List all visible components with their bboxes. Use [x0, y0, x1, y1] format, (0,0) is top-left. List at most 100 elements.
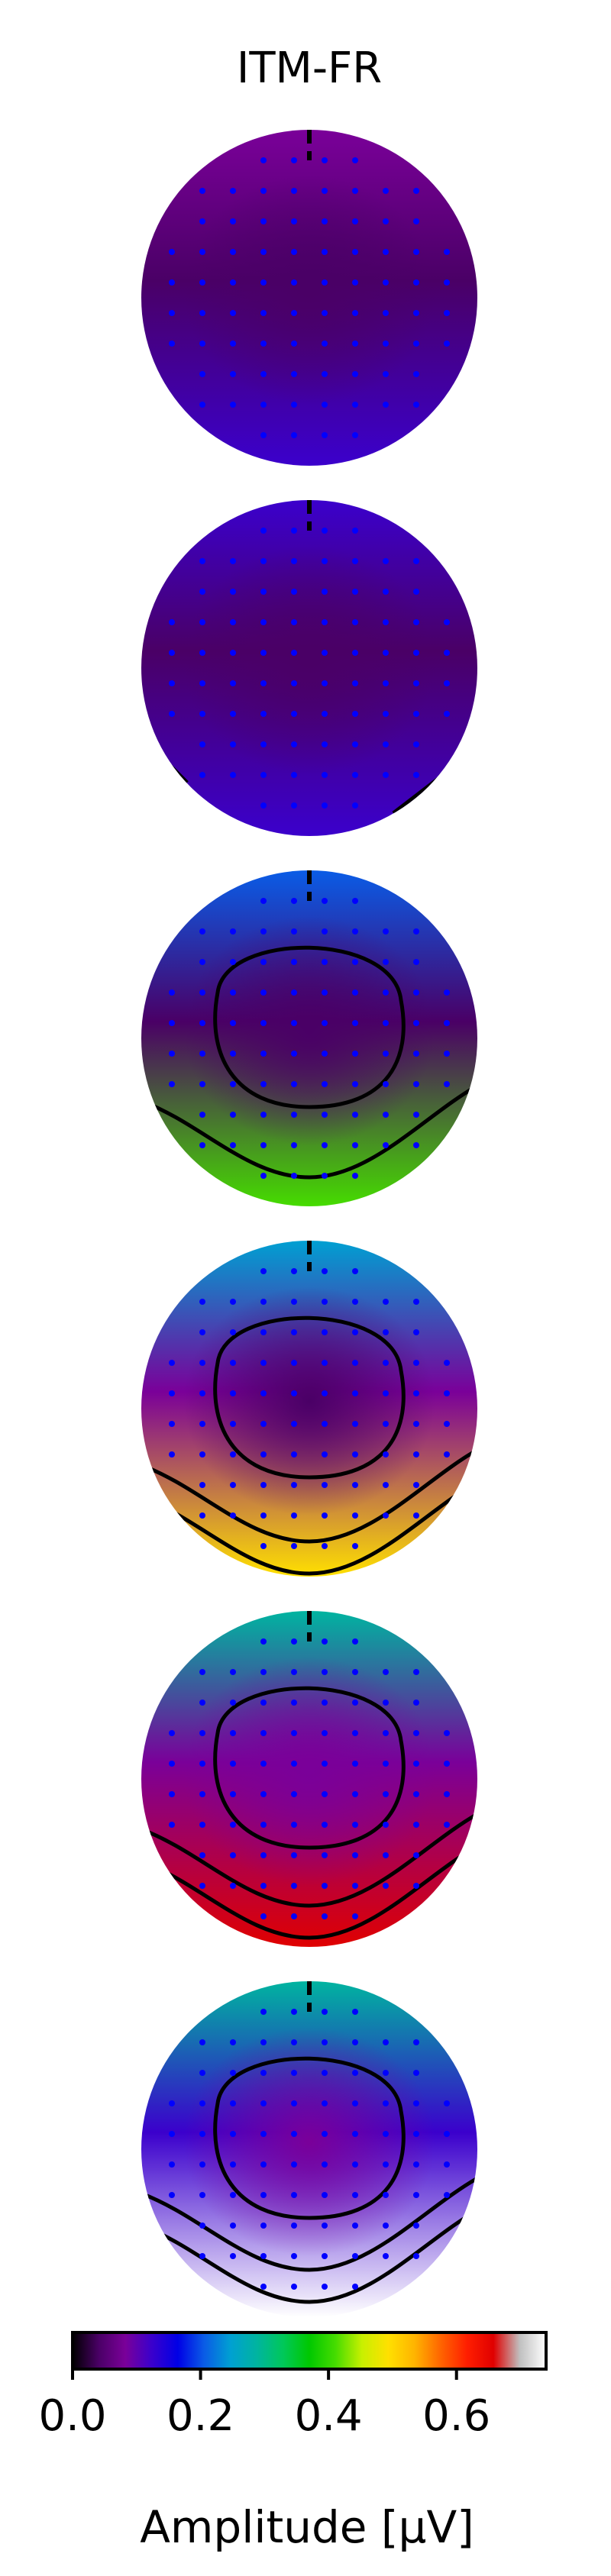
sensor-dot	[230, 1051, 236, 1057]
sensor-dot	[322, 1451, 328, 1457]
sensor-dot	[322, 928, 328, 935]
sensor-dot	[291, 1761, 297, 1767]
sensor-dot	[230, 1669, 236, 1675]
sensor-dot	[199, 188, 205, 194]
sensor-dot	[322, 959, 328, 965]
sensor-dot	[199, 2161, 205, 2168]
sensor-dot	[260, 1791, 267, 1797]
sensor-dot	[230, 558, 236, 564]
sensor-dot	[352, 432, 358, 438]
sensor-dot	[291, 1451, 297, 1457]
sensor-dot	[199, 1421, 205, 1427]
sensor-dot	[383, 1329, 389, 1335]
sensor-dot	[291, 2039, 297, 2045]
sensor-dot	[352, 650, 358, 656]
sensor-dot	[291, 371, 297, 377]
sensor-dot	[230, 2039, 236, 2045]
sensor-dot	[413, 1421, 419, 1427]
sensor-dot	[322, 1512, 328, 1519]
sensor-dot	[260, 959, 267, 965]
sensor-dot	[291, 1700, 297, 1706]
sensor-dot	[230, 1822, 236, 1828]
sensor-dot	[230, 1421, 236, 1427]
sensor-dot	[352, 2039, 358, 2045]
sensor-dot	[444, 1020, 450, 1026]
sensor-dot	[413, 2070, 419, 2076]
sensor-dot	[352, 1329, 358, 1335]
sensor-dot	[352, 1543, 358, 1549]
sensor-dot	[322, 310, 328, 316]
sensor-dot	[413, 1761, 419, 1767]
sensor-dot	[352, 959, 358, 965]
sensor-dot	[260, 1852, 267, 1858]
sensor-dot	[352, 741, 358, 747]
sensor-dot	[352, 1112, 358, 1118]
sensor-dot	[352, 558, 358, 564]
sensor-dot	[413, 928, 419, 935]
sensor-dot	[291, 188, 297, 194]
sensor-dot	[322, 1543, 328, 1549]
sensor-dot	[230, 371, 236, 377]
sensor-dot	[352, 1390, 358, 1396]
sensor-dot	[383, 1112, 389, 1118]
sensor-dot	[383, 1020, 389, 1026]
sensor-dot	[291, 402, 297, 408]
sensor-dot	[199, 1360, 205, 1366]
sensor-dot	[169, 1730, 175, 1736]
sensor-dot	[230, 1700, 236, 1706]
sensor-dot	[199, 310, 205, 316]
sensor-dot	[322, 1913, 328, 1919]
sensor-dot	[199, 1051, 205, 1057]
sensor-dot	[169, 341, 175, 347]
sensor-dot	[169, 2131, 175, 2137]
sensor-dot	[230, 772, 236, 778]
sensor-dot	[413, 1791, 419, 1797]
sensor-dot	[383, 2253, 389, 2259]
sensor-dot	[291, 558, 297, 564]
sensor-dot	[352, 310, 358, 316]
sensor-dot	[322, 1020, 328, 1026]
sensor-dot	[291, 1791, 297, 1797]
sensor-dot	[383, 2070, 389, 2076]
sensor-dot	[230, 1482, 236, 1488]
sensor-dot	[444, 310, 450, 316]
sensor-dot	[169, 2100, 175, 2106]
sensor-dot	[260, 1421, 267, 1427]
sensor-dot	[352, 1020, 358, 1026]
sensor-dot	[352, 589, 358, 595]
sensor-dot	[230, 989, 236, 996]
sensor-dot	[260, 2009, 267, 2015]
sensor-dot	[260, 188, 267, 194]
sensor-dot	[322, 589, 328, 595]
sensor-dot	[199, 2070, 205, 2076]
sensor-dot	[291, 249, 297, 255]
sensor-dot	[352, 989, 358, 996]
sensor-dot	[352, 1761, 358, 1767]
sensor-dot	[413, 1852, 419, 1858]
sensor-dot	[322, 1883, 328, 1889]
sensor-dot	[291, 1638, 297, 1645]
colorbar-label: Amplitude [μV]	[140, 2501, 474, 2553]
sensor-dot	[291, 650, 297, 656]
sensor-dot	[260, 989, 267, 996]
sensor-dot	[230, 1730, 236, 1736]
sensor-dot	[322, 1730, 328, 1736]
sensor-dot	[291, 1051, 297, 1057]
sensor-dot	[383, 959, 389, 965]
sensor-dot	[291, 2131, 297, 2137]
sensor-dot	[444, 341, 450, 347]
sensor-dot	[260, 2192, 267, 2198]
sensor-dot	[291, 279, 297, 286]
sensor-dot	[260, 2223, 267, 2229]
sensor-dot	[230, 1451, 236, 1457]
sensor-dot	[199, 1669, 205, 1675]
sensor-dot	[413, 558, 419, 564]
sensor-dot	[230, 341, 236, 347]
sensor-dot	[260, 928, 267, 935]
sensor-dot	[260, 310, 267, 316]
sensor-dot	[260, 1299, 267, 1305]
sensor-dot	[444, 1761, 450, 1767]
sensor-dot	[260, 2284, 267, 2290]
sensor-dot	[260, 1451, 267, 1457]
